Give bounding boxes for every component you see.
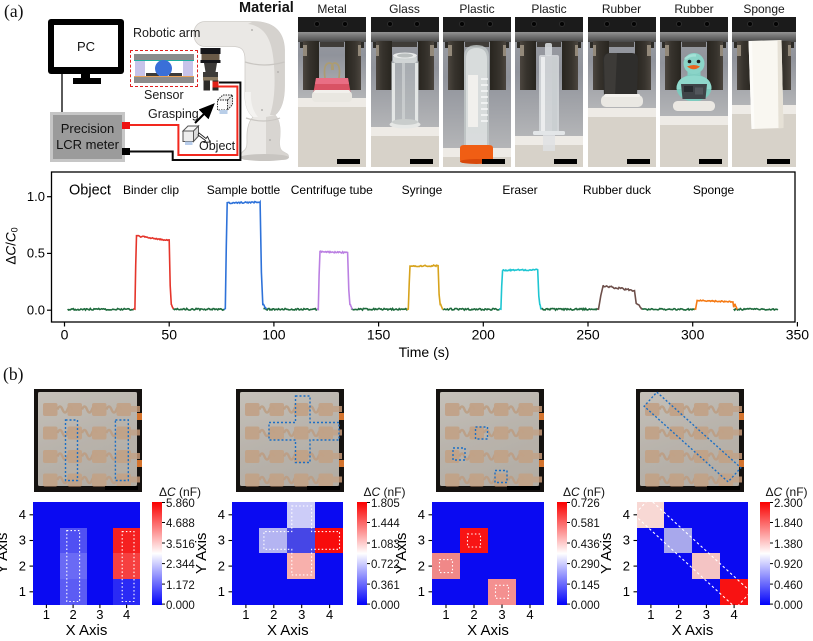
svg-text:Syringe: Syringe [402,183,443,197]
svg-text:2: 2 [418,558,425,573]
svg-text:4: 4 [123,607,130,622]
svg-text:100: 100 [262,327,286,343]
svg-text:1.0: 1.0 [27,189,45,204]
svg-text:2: 2 [674,607,681,622]
svg-text:Y Axis: Y Axis [0,533,11,574]
svg-text:Sample bottle: Sample bottle [207,183,281,197]
svg-text:Y Axis: Y Axis [193,533,210,574]
svg-text:Time (s): Time (s) [399,344,450,360]
svg-text:1: 1 [242,607,249,622]
svg-text:4: 4 [19,507,26,522]
svg-text:ΔC/C0: ΔC/C0 [4,227,20,264]
svg-text:1: 1 [19,584,26,599]
svg-text:2: 2 [470,607,477,622]
svg-text:3: 3 [498,607,505,622]
svg-text:3: 3 [418,533,425,548]
svg-text:350: 350 [786,327,810,343]
svg-text:3: 3 [96,607,103,622]
svg-text:4: 4 [217,507,224,522]
svg-text:Centrifuge tube: Centrifuge tube [291,183,373,197]
svg-text:3: 3 [298,607,305,622]
svg-text:4: 4 [622,507,629,522]
svg-text:0.5: 0.5 [27,246,45,261]
svg-text:4: 4 [730,607,737,622]
svg-text:3: 3 [217,533,224,548]
svg-text:1: 1 [418,584,425,599]
svg-text:2: 2 [69,607,76,622]
svg-text:X Axis: X Axis [467,622,509,639]
svg-text:3: 3 [702,607,709,622]
svg-text:0: 0 [61,327,69,343]
svg-text:250: 250 [576,327,600,343]
svg-text:2: 2 [19,558,26,573]
svg-text:0.0: 0.0 [27,302,45,317]
svg-text:Y Axis: Y Axis [598,533,615,574]
svg-text:150: 150 [367,327,391,343]
svg-text:Eraser: Eraser [502,183,537,197]
svg-text:1: 1 [43,607,50,622]
svg-text:200: 200 [472,327,496,343]
svg-text:300: 300 [681,327,705,343]
svg-text:1: 1 [217,584,224,599]
svg-text:X Axis: X Axis [266,622,308,639]
svg-text:2: 2 [270,607,277,622]
svg-text:Binder clip: Binder clip [123,183,179,197]
svg-text:2: 2 [217,558,224,573]
svg-text:3: 3 [622,533,629,548]
svg-text:1: 1 [647,607,654,622]
svg-text:X Axis: X Axis [66,622,108,639]
svg-text:Object: Object [69,183,111,199]
svg-text:4: 4 [325,607,332,622]
svg-text:4: 4 [526,607,533,622]
svg-text:Rubber duck: Rubber duck [583,183,652,197]
svg-text:Y Axis: Y Axis [393,533,410,574]
svg-text:X Axis: X Axis [671,622,713,639]
svg-text:4: 4 [418,507,425,522]
svg-text:1: 1 [622,584,629,599]
svg-text:3: 3 [19,533,26,548]
svg-text:Sponge: Sponge [693,183,735,197]
svg-text:50: 50 [161,327,177,343]
svg-text:1: 1 [442,607,449,622]
svg-text:2: 2 [622,558,629,573]
